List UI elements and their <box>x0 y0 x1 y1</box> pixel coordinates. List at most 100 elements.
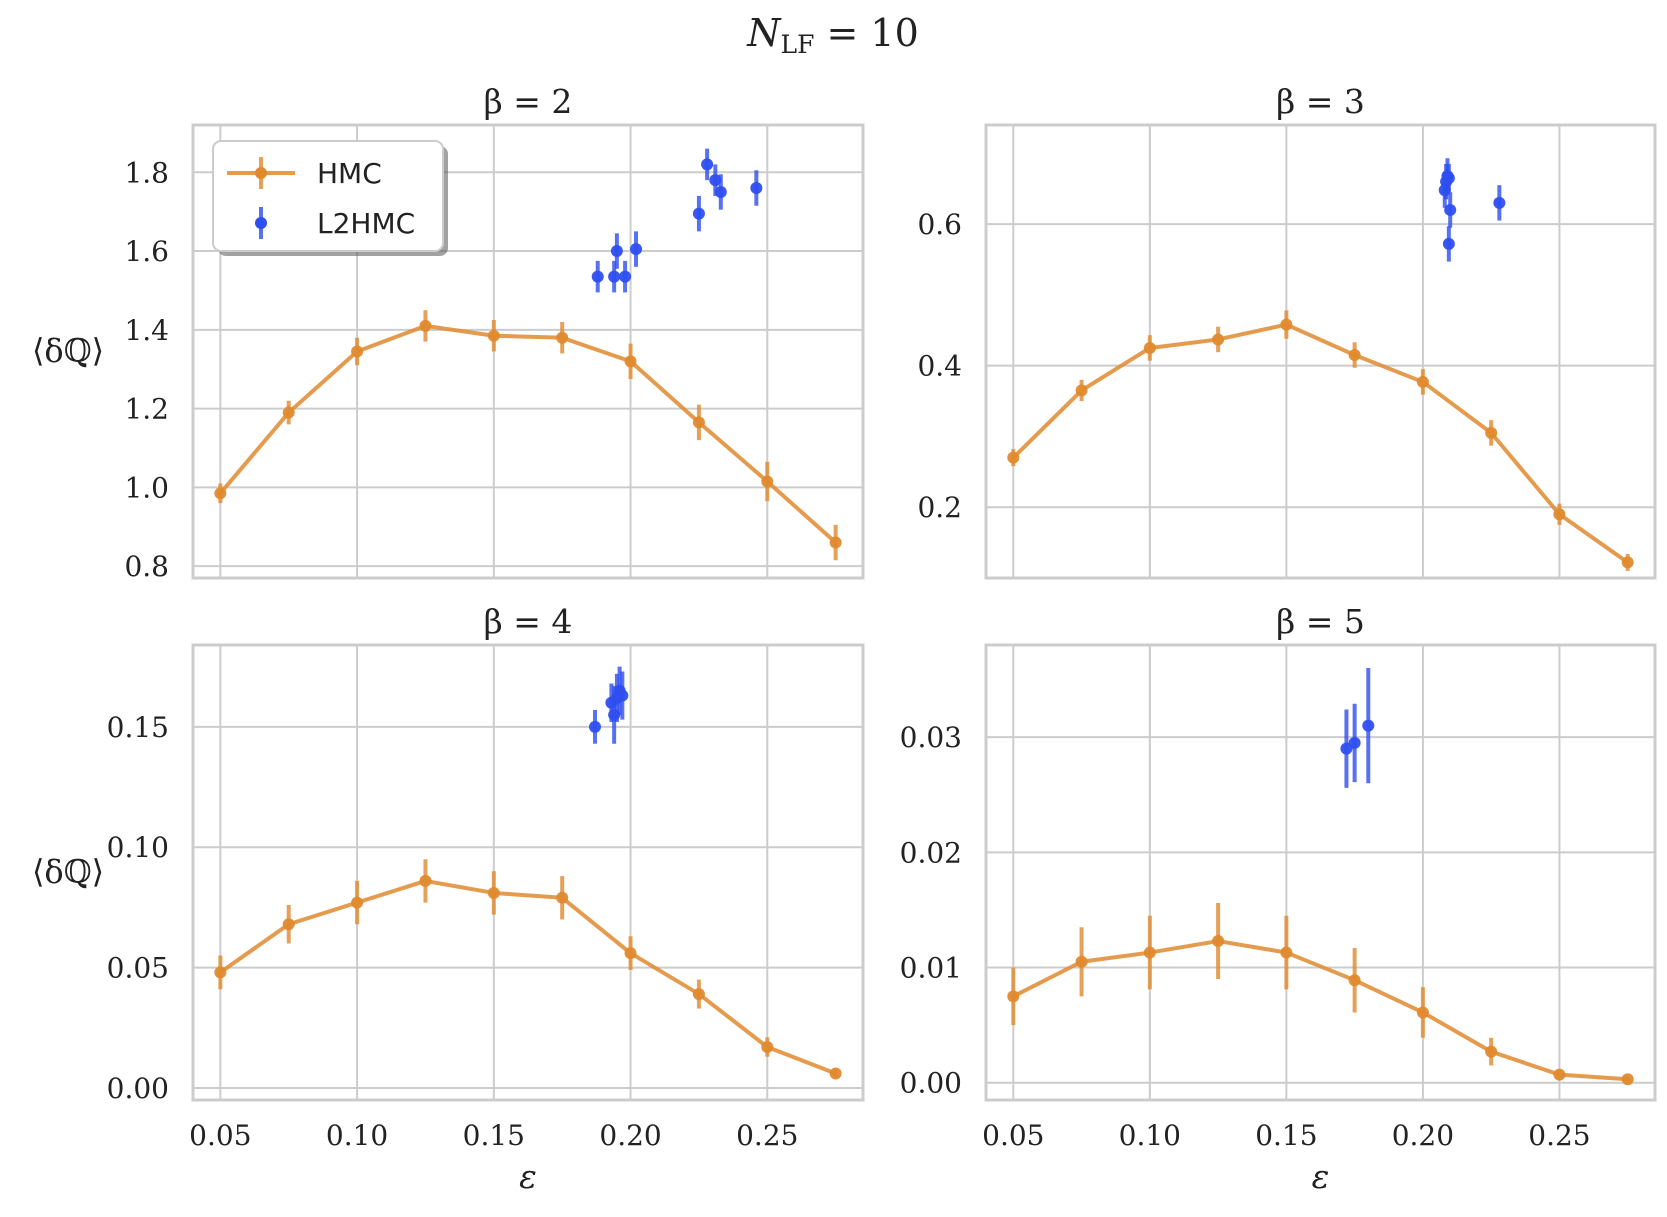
l2hmc-point <box>709 174 722 187</box>
panel-beta-5: 0.05 0.10 0.15 0.20 0.25 0.00 0.01 0.02 0.03 β = … <box>900 602 1657 1196</box>
y-tick-label: 0.00 <box>107 1072 169 1105</box>
hmc-point <box>761 1041 774 1054</box>
hmc-point <box>624 355 637 368</box>
hmc-point <box>1280 318 1293 331</box>
l2hmc-point <box>1493 196 1506 209</box>
x-tick-label: 0.05 <box>982 1119 1044 1152</box>
hmc-point <box>1553 508 1566 521</box>
y-tick-label: 0.01 <box>900 952 962 985</box>
y-tick-label: 1.4 <box>124 314 169 347</box>
panel-title: β = 5 <box>1276 602 1365 641</box>
x-tick-label: 0.20 <box>599 1119 661 1152</box>
hmc-point <box>1621 556 1634 569</box>
l2hmc-point <box>692 207 705 220</box>
hmc-point <box>351 896 364 909</box>
l2hmc-point <box>1362 719 1375 732</box>
hmc-point <box>556 891 569 904</box>
y-tick-label: 1.8 <box>124 156 169 189</box>
x-tick-label: 0.25 <box>736 1119 798 1152</box>
l2hmc-point <box>630 243 643 256</box>
hmc-point <box>282 406 295 419</box>
legend-label-l2hmc: L2HMC <box>317 207 415 240</box>
l2hmc-point <box>1442 237 1455 250</box>
y-tick-label: 0.4 <box>917 350 962 383</box>
l2hmc-point <box>1442 172 1455 185</box>
x-tick-label: 0.15 <box>1255 1119 1317 1152</box>
hmc-point <box>351 345 364 358</box>
hmc-point <box>419 874 432 887</box>
x-tick-label: 0.15 <box>463 1119 525 1152</box>
hmc-point <box>1280 946 1293 959</box>
hmc-point <box>1416 375 1429 388</box>
hmc-point <box>624 947 637 960</box>
hmc-point <box>1075 955 1088 968</box>
x-tick-label: 0.20 <box>1392 1119 1454 1152</box>
hmc-point <box>556 331 569 344</box>
hmc-point <box>282 918 295 931</box>
y-tick-label: 0.02 <box>900 836 962 869</box>
legend-marker-l2hmc <box>255 217 267 229</box>
l2hmc-point <box>701 158 714 171</box>
hmc-point <box>1485 1045 1498 1058</box>
x-axis-label: ε <box>519 1157 537 1196</box>
y-tick-label: 0.03 <box>900 721 962 754</box>
x-tick-label: 0.10 <box>1119 1119 1181 1152</box>
y-tick-label: 0.6 <box>917 208 962 241</box>
y-tick-label: 1.6 <box>124 235 169 268</box>
hmc-point <box>1007 990 1020 1003</box>
hmc-point <box>1212 935 1225 948</box>
l2hmc-point <box>616 689 629 702</box>
panel-title: β = 3 <box>1276 82 1365 121</box>
x-tick-label: 0.05 <box>189 1119 251 1152</box>
hmc-point <box>692 988 705 1001</box>
hmc-point <box>214 487 227 500</box>
y-axis-label: ⟨δℚ⟩ <box>32 332 104 370</box>
hmc-point <box>829 536 842 549</box>
x-tick-label: 0.10 <box>326 1119 388 1152</box>
hmc-line <box>219 878 837 1076</box>
plot-frame <box>191 123 865 580</box>
hmc-point <box>1553 1068 1566 1081</box>
l2hmc-point <box>1348 736 1361 749</box>
hmc-point <box>1143 341 1156 354</box>
hmc-point <box>487 886 500 899</box>
panel-beta-2: 0.8 1.0 1.2 1.4 1.6 1.8 β = 2 ⟨δℚ⟩ HMC L2HMC <box>32 82 865 583</box>
hmc-point <box>692 416 705 429</box>
figure-title: NLF = 10 <box>746 11 919 59</box>
hmc-line <box>1012 939 1628 1082</box>
plot-frame <box>984 643 1657 1102</box>
y-tick-label: 0.8 <box>124 550 169 583</box>
l2hmc-point <box>1444 203 1457 216</box>
hmc-line <box>1011 322 1629 565</box>
l2hmc-point <box>610 245 623 258</box>
hmc-point <box>829 1067 842 1080</box>
panel-beta-4: 0.05 0.10 0.15 0.20 0.25 0.00 0.05 0.10 0.15 β = … <box>32 602 865 1196</box>
hmc-point <box>1348 349 1361 362</box>
x-tick-label: 0.25 <box>1528 1119 1590 1152</box>
hmc-point <box>761 475 774 488</box>
legend-box <box>212 140 444 252</box>
hmc-point <box>1143 946 1156 959</box>
y-tick-label: 0.15 <box>107 711 169 744</box>
l2hmc-point <box>589 720 601 733</box>
hmc-point <box>1485 426 1498 439</box>
l2hmc-point <box>714 185 727 198</box>
plot-frame <box>191 643 865 1102</box>
hmc-point <box>1416 1006 1429 1019</box>
panel-title: β = 2 <box>484 82 573 121</box>
l2hmc-point <box>591 270 604 283</box>
legend-marker-hmc <box>255 167 267 179</box>
hmc-point <box>487 329 500 342</box>
plot-frame <box>984 123 1657 580</box>
hmc-point <box>419 319 432 332</box>
hmc-line <box>218 323 837 545</box>
panel-beta-3: 0.2 0.4 0.6 β = 3 <box>917 82 1657 580</box>
l2hmc-point <box>619 270 632 283</box>
y-tick-label: 0.2 <box>917 491 962 524</box>
y-tick-label: 0.00 <box>900 1067 962 1100</box>
l2hmc-point <box>608 270 621 283</box>
x-axis-label: ε <box>1312 1157 1330 1196</box>
legend-label-hmc: HMC <box>317 157 382 190</box>
y-tick-label: 0.10 <box>107 831 169 864</box>
